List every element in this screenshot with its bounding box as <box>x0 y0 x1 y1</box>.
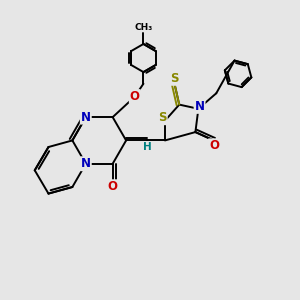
Text: N: N <box>195 100 205 113</box>
Text: S: S <box>158 111 167 124</box>
Text: CH₃: CH₃ <box>134 23 153 32</box>
Text: O: O <box>108 180 118 193</box>
Text: N: N <box>81 111 91 124</box>
Text: S: S <box>170 72 179 85</box>
Text: N: N <box>81 157 91 170</box>
Text: H: H <box>143 142 152 152</box>
Text: O: O <box>130 90 140 103</box>
Text: O: O <box>209 139 219 152</box>
